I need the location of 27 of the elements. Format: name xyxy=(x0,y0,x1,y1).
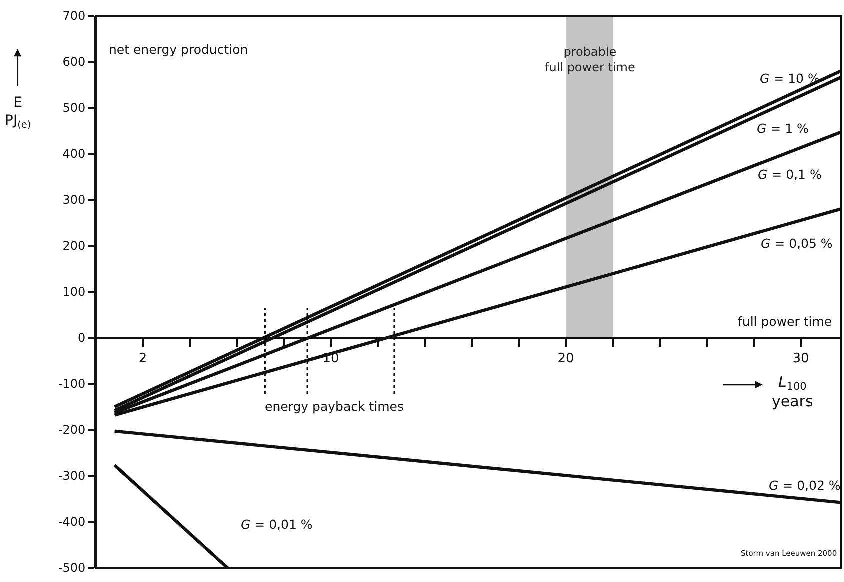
y-tick-label: 0 xyxy=(78,331,86,346)
x-tick-label: 2 xyxy=(138,352,148,367)
series-label: G = 0,05 % xyxy=(761,236,833,251)
band-label: probable full power time xyxy=(545,45,636,75)
y-tick-label: 400 xyxy=(62,147,86,162)
annotation: net energy production xyxy=(109,42,248,57)
y-axis-title: E PJ$_{(e)}$ xyxy=(5,95,32,132)
y-tick-label: 300 xyxy=(62,193,86,208)
annotation: full power time xyxy=(738,314,832,329)
series-label: G = 0,02 % xyxy=(769,478,841,493)
y-tick-label: 200 xyxy=(62,239,86,254)
y-tick-label: 600 xyxy=(62,55,86,70)
series-label: G = 1 % xyxy=(757,121,810,136)
series-label: G = 0,1 % xyxy=(758,167,822,182)
x-axis-title: L$_{100}$ years xyxy=(772,373,814,410)
y-tick-label: 700 xyxy=(62,9,86,24)
x-tick-label: 20 xyxy=(558,352,574,367)
y-tick-label: -400 xyxy=(58,515,86,530)
y-tick-label: -300 xyxy=(58,469,86,484)
ref-line-label: energy payback times xyxy=(265,399,404,414)
text: G = 0,01 % xyxy=(241,517,313,532)
y-tick-label: -200 xyxy=(58,423,86,438)
y-tick-label: 100 xyxy=(62,285,86,300)
y-tick-label: -500 xyxy=(58,561,86,576)
y-tick-label: -100 xyxy=(58,377,86,392)
y-tick-label: 500 xyxy=(62,101,86,116)
x-tick-label: 30 xyxy=(792,352,810,367)
